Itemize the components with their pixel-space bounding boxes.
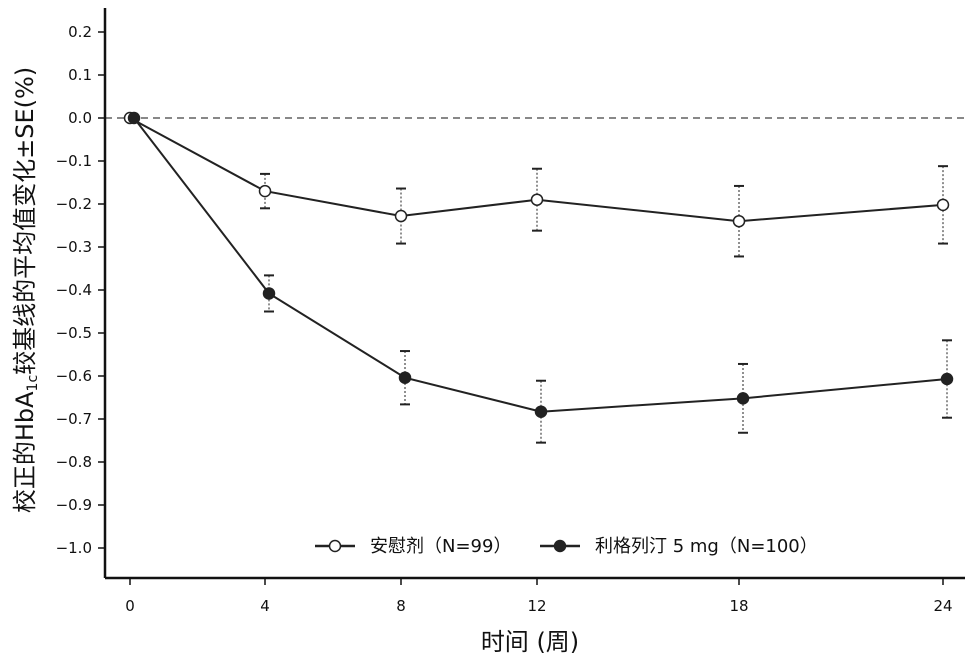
y-tick-label: −0.1 (56, 152, 92, 170)
data-point (732, 214, 746, 228)
y-tick-label: 0.2 (68, 23, 92, 41)
x-tick-label: 18 (729, 597, 748, 615)
data-point (398, 371, 412, 384)
axes: 0.2 0.1 0.0 −0.1 −0.2 −0.3 −0.4 −0.5 −0.6 −0.7 −0.… (11, 8, 965, 656)
series-line (129, 117, 944, 223)
series-layer (123, 111, 954, 444)
y-tick-label: −0.8 (56, 453, 92, 471)
y-tick-label: −0.5 (56, 324, 92, 342)
legend-item-2: 利格列汀 5 mg（N=100） (540, 536, 818, 557)
legend-marker (328, 539, 342, 553)
y-axis-title: 校正的HbA1c较基线的平均值变化±SE(%) (11, 67, 41, 513)
y-tick-label: −1.0 (56, 539, 92, 557)
y-tick-label: 0.1 (68, 66, 92, 84)
y-tick-label: −0.3 (56, 238, 92, 256)
data-point (534, 405, 548, 418)
series-2 (127, 111, 954, 444)
x-tick-label: 4 (260, 597, 270, 615)
data-point (258, 184, 272, 198)
x-tick-label: 8 (396, 597, 406, 615)
series-line (133, 117, 948, 413)
data-point (530, 193, 544, 206)
x-tick-label: 0 (125, 597, 135, 615)
legend-label: 安慰剂（N=99） (370, 536, 511, 557)
series-1 (123, 111, 950, 258)
y-tick-label: −0.2 (56, 195, 92, 213)
y-tick-label: 0.0 (68, 109, 92, 127)
legend-marker (553, 539, 567, 553)
data-point (127, 111, 141, 125)
legend-label: 利格列汀 5 mg（N=100） (595, 536, 818, 557)
x-tick-label: 12 (527, 597, 546, 615)
y-tick-label: −0.7 (56, 410, 92, 428)
y-tick-label: −0.4 (56, 281, 92, 299)
legend-item-1: 安慰剂（N=99） (315, 536, 511, 557)
y-tick-label: −0.9 (56, 496, 92, 514)
data-point (936, 198, 950, 212)
x-axis-title: 时间 (周) (481, 628, 579, 656)
x-tick-label: 24 (933, 597, 952, 615)
data-point (262, 287, 276, 300)
data-point (940, 372, 954, 386)
legend: 安慰剂（N=99） 利格列汀 5 mg（N=100） (315, 536, 818, 557)
data-point (394, 209, 408, 223)
y-tick-label: −0.6 (56, 367, 92, 385)
data-point (736, 392, 750, 405)
